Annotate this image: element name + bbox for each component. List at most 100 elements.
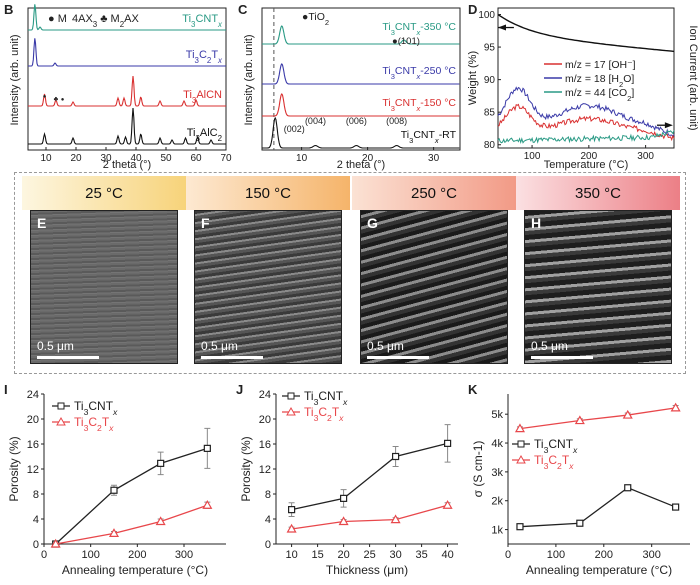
panel-letter-c: C [238, 2, 248, 17]
y-tick-label: 0 [265, 539, 271, 551]
x-tick-label: 300 [643, 549, 661, 561]
trace-label-c-1: Ti3CNTx-350 °C [382, 21, 456, 37]
x-tick-label-d: 300 [637, 151, 654, 162]
scale-bar [37, 356, 99, 359]
x-tick-label: 15 [311, 549, 323, 561]
y-tick-label: 12 [27, 464, 39, 476]
sem-panel-letter: H [531, 215, 542, 231]
panel-k-conductivity: 1k 2k 3k 4k 5k 0 100 200 300 Annealing temperatur… [471, 394, 690, 577]
data-point [110, 486, 118, 494]
data-point [202, 500, 213, 509]
m2ax-marker: ♣ [54, 96, 59, 103]
legend-label: Ti3CNTx [304, 389, 348, 407]
x-tick-label: 40 [441, 549, 453, 561]
sem-image-e: E 0.5 μm [30, 210, 178, 364]
scale-bar [531, 356, 593, 359]
scale-bar [367, 356, 429, 359]
legend-label: Ti3C2Tx [304, 405, 344, 423]
ion-curve-co2 [497, 130, 675, 144]
x-tick-label-b: 70 [220, 153, 232, 164]
tio2-annotation: ●TiO2 [302, 11, 329, 27]
x-tick-label: 30 [389, 549, 401, 561]
trace-label-c-4: Ti3CNTx-RT [401, 129, 457, 145]
data-point [392, 452, 400, 461]
x-tick-label-b: 40 [130, 153, 142, 164]
y-tick-label: 24 [259, 389, 271, 401]
panel-letter-b: B [4, 2, 14, 17]
y-tick-label: 20 [259, 414, 271, 426]
x-axis-label: Annealing temperature (°C) [62, 563, 208, 577]
legend-label-d: m/z = 17 [OH⁻] [565, 59, 636, 71]
legend-marker [287, 392, 295, 400]
data-point [338, 516, 349, 526]
y-tick-label: 24 [27, 389, 39, 401]
series-line-2 [291, 504, 448, 530]
data-point [576, 519, 584, 527]
x-tick-label: 200 [128, 549, 146, 561]
y-axis-label-b: Intensity (arb. unit) [9, 34, 21, 125]
temperature-tab-4: 350 °C [516, 176, 680, 210]
y-tick-label: 1k [491, 525, 503, 537]
y-tick-label: 8 [265, 489, 271, 501]
sem-image-g: G 0.5 μm [360, 210, 508, 364]
x-axis-label: Thickness (μm) [326, 563, 408, 577]
peak-label-004: (004) [305, 116, 326, 126]
y-tick-label: 4k [491, 438, 503, 450]
legend-label-d: m/z = 18 [H2O] [565, 73, 634, 89]
panel-j-porosity-vs-thickness: 0 4 8 12 16 20 24 10 15 20 25 30 35 40 Thickness (μm) P… [239, 389, 458, 577]
trace-label-b-4: Ti3AlC2 [187, 127, 222, 143]
legend-label: Ti3CNTx [534, 437, 578, 455]
y-axis-label: Porosity (%) [7, 436, 21, 501]
x-tick-label: 35 [415, 549, 427, 561]
arrow-head-right [664, 122, 673, 129]
x-tick-label-c: 10 [296, 153, 308, 164]
panel-letter-i: I [4, 382, 8, 397]
x-tick-label: 100 [81, 549, 99, 561]
x-axis-label-c: 2 theta (°) [337, 159, 385, 171]
y-tick-label: 2k [491, 496, 503, 508]
x-tick-label-b: 10 [40, 153, 52, 164]
xrd-trace-c-2 [262, 63, 460, 85]
xrd-trace-c-1 [262, 25, 460, 45]
panel-i-porosity-vs-temp: 0 4 8 12 16 20 24 0 100 200 300 Annealing temperatu… [7, 389, 226, 577]
sem-image-band [14, 172, 686, 374]
x-tick-label-d: 200 [580, 151, 597, 162]
x-tick-label-b: 20 [70, 153, 82, 164]
ion-curve-oh [497, 103, 675, 142]
scale-bar-label: 0.5 μm [367, 339, 404, 353]
panel-d-tga: m/z = 17 [OH⁻] m/z = 18 [H2O]m/z = 44 [CO… [467, 7, 699, 171]
x-axis-label-b: 2 theta (°) [103, 159, 151, 171]
series-line-2 [519, 407, 676, 430]
legend-marker [286, 406, 296, 416]
data-point [108, 528, 120, 537]
data-point [516, 523, 524, 531]
y-axis-label-left-d: Weight (%) [467, 51, 479, 105]
legend-label: Ti3CNTx [74, 399, 118, 417]
data-point [672, 503, 680, 511]
series-line-2 [55, 504, 208, 545]
x-tick-label-c: 30 [428, 153, 440, 164]
x-tick-label-b: 30 [100, 153, 112, 164]
data-point [670, 402, 681, 412]
y-tick-label-d: 85 [484, 108, 496, 119]
y-axis-label-right-d: Ion Current (arb. unit) [687, 25, 699, 130]
x-tick-label-b: 60 [190, 153, 202, 164]
y-tick-label-d: 90 [484, 75, 496, 86]
legend-label: Ti3C2Tx [74, 415, 114, 433]
data-point [50, 538, 61, 548]
x-tick-label-b: 50 [160, 153, 172, 164]
panel-c-frame [261, 7, 461, 151]
xrd-trace-b-2 [28, 38, 226, 67]
legend-label: Ti3C2Tx [534, 453, 574, 471]
panel-b-frame [27, 7, 227, 151]
xrd-trace-c-4 [262, 116, 460, 149]
scale-bar-label: 0.5 μm [201, 339, 238, 353]
sem-image-f: F 0.5 μm [194, 210, 342, 364]
x-tick-label: 100 [547, 549, 565, 561]
x-tick-label: 300 [175, 549, 193, 561]
y-tick-label: 4 [33, 514, 39, 526]
y-tick-label: 3k [491, 467, 503, 479]
x-tick-label: 0 [41, 549, 47, 561]
trace-label-c-2: Ti3CNTx-250 °C [382, 65, 456, 81]
